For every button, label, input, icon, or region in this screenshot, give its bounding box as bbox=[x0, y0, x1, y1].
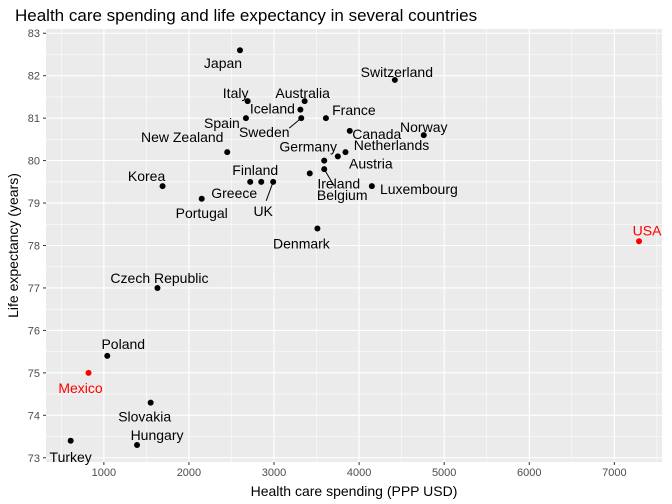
y-tick-label: 77 bbox=[28, 283, 40, 295]
y-tick-label: 76 bbox=[28, 325, 40, 337]
data-points bbox=[67, 47, 643, 449]
chart-title: Health care spending and life expectancy… bbox=[15, 6, 477, 25]
data-point bbox=[636, 238, 643, 245]
point-label: Slovakia bbox=[118, 409, 171, 425]
data-point bbox=[368, 183, 375, 190]
data-point bbox=[104, 352, 111, 359]
data-point bbox=[242, 115, 249, 122]
x-tick-label: 6000 bbox=[517, 467, 541, 479]
point-label: Sweden bbox=[239, 124, 290, 140]
y-tick-label: 74 bbox=[28, 410, 40, 422]
data-point bbox=[334, 153, 341, 160]
point-label: Germany bbox=[279, 139, 337, 155]
point-label: Netherlands bbox=[354, 137, 430, 153]
data-point bbox=[270, 178, 277, 185]
point-label: Iceland bbox=[250, 101, 295, 117]
point-label: USA bbox=[633, 222, 662, 238]
data-point bbox=[134, 442, 141, 449]
data-point bbox=[297, 106, 304, 113]
leader-line bbox=[265, 181, 274, 201]
y-tick-label: 82 bbox=[28, 71, 40, 83]
data-point bbox=[247, 178, 254, 185]
data-point bbox=[301, 98, 308, 105]
point-label: Finland bbox=[232, 162, 278, 178]
x-tick-label: 3000 bbox=[262, 467, 286, 479]
data-point bbox=[67, 437, 74, 444]
data-point bbox=[147, 399, 154, 406]
x-axis-title: Health care spending (PPP USD) bbox=[251, 483, 458, 499]
x-tick-label: 7000 bbox=[602, 467, 626, 479]
point-label: Korea bbox=[128, 168, 166, 184]
x-tick-label: 1000 bbox=[92, 467, 116, 479]
data-point bbox=[322, 115, 329, 122]
point-label: Greece bbox=[211, 185, 257, 201]
x-tick-label: 4000 bbox=[347, 467, 371, 479]
data-point bbox=[346, 127, 353, 134]
data-point bbox=[314, 225, 321, 232]
leader-line bbox=[323, 168, 335, 187]
y-tick-label: 81 bbox=[28, 113, 40, 125]
y-tick-label: 73 bbox=[28, 453, 40, 465]
point-labels: Japan Switzerland Italy Australia Spain Icela… bbox=[50, 55, 663, 465]
data-point bbox=[198, 195, 205, 202]
y-tick-label: 83 bbox=[28, 28, 40, 40]
y-tick-label: 75 bbox=[28, 368, 40, 380]
point-label: Italy bbox=[223, 85, 249, 101]
point-label: Austria bbox=[349, 155, 393, 171]
data-point bbox=[154, 284, 161, 291]
data-point bbox=[391, 76, 398, 83]
point-label: Japan bbox=[204, 55, 242, 71]
point-label: Denmark bbox=[273, 236, 331, 252]
y-tick-label: 79 bbox=[28, 198, 40, 210]
y-axis-ticks: 73 74 75 76 77 78 79 80 81 82 83 bbox=[28, 28, 46, 465]
point-label: Ireland bbox=[317, 175, 360, 191]
data-point bbox=[420, 132, 427, 139]
x-tick-label: 2000 bbox=[177, 467, 201, 479]
data-point bbox=[258, 178, 265, 185]
point-label: Portugal bbox=[176, 205, 228, 221]
data-point bbox=[159, 183, 166, 190]
point-label: UK bbox=[253, 203, 273, 219]
point-label: Czech Republic bbox=[110, 270, 208, 286]
data-point bbox=[236, 47, 243, 54]
point-label: France bbox=[332, 102, 376, 118]
point-label: Turkey bbox=[50, 449, 92, 465]
point-label: Spain bbox=[204, 115, 240, 131]
point-label: Norway bbox=[400, 119, 447, 135]
grid-lines bbox=[46, 29, 662, 462]
point-label: Hungary bbox=[131, 427, 184, 443]
y-tick-label: 80 bbox=[28, 156, 40, 168]
data-point bbox=[298, 115, 305, 122]
x-axis-ticks: 1000 2000 3000 4000 5000 6000 7000 bbox=[92, 462, 627, 479]
point-label: Poland bbox=[101, 336, 145, 352]
data-point bbox=[85, 369, 92, 376]
point-label: Mexico bbox=[58, 380, 103, 396]
point-label: Luxembourg bbox=[380, 181, 458, 197]
point-label: Switzerland bbox=[361, 64, 433, 80]
y-axis-title: Life expectancy (years) bbox=[5, 173, 21, 318]
data-point bbox=[244, 98, 251, 105]
data-point bbox=[321, 166, 328, 173]
data-point bbox=[224, 149, 231, 156]
data-point bbox=[306, 170, 313, 177]
point-label: Australia bbox=[275, 85, 330, 101]
point-label: Belgium bbox=[317, 187, 368, 203]
x-tick-label: 5000 bbox=[432, 467, 456, 479]
point-label: New Zealand bbox=[141, 129, 224, 145]
data-point bbox=[342, 149, 349, 156]
y-tick-label: 78 bbox=[28, 241, 40, 253]
data-point bbox=[321, 157, 328, 164]
point-label: Canada bbox=[352, 126, 401, 142]
